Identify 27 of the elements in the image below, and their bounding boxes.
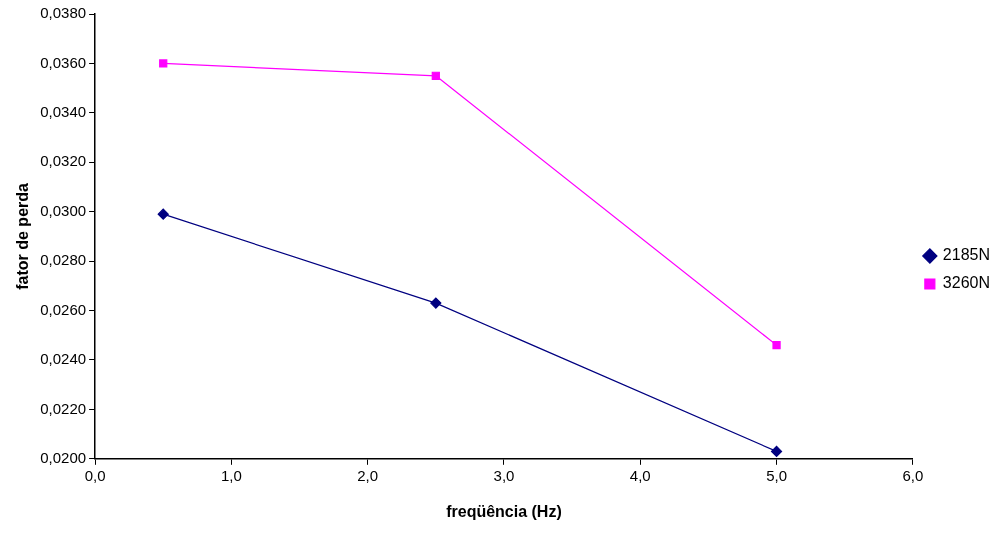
x-tick-label: 0,0 [84, 466, 106, 484]
y-tick-label: 0,0340 [40, 102, 87, 120]
y-tick-label: 0,0240 [40, 350, 87, 368]
y-tick-label: 0,0380 [40, 4, 87, 22]
point [430, 297, 442, 309]
point [770, 445, 783, 457]
y-tick-label: 0,0320 [40, 152, 87, 170]
y-tick-label: 0,0220 [40, 399, 87, 417]
point [159, 59, 168, 68]
x-tick-label: 5,0 [766, 466, 787, 484]
x-tick-label: 3,0 [493, 466, 515, 484]
point [772, 340, 781, 350]
y-tick-label: 0,0300 [40, 201, 87, 219]
x-tick-label: 4,0 [629, 466, 651, 484]
y-tick-label: 0,0200 [40, 448, 87, 466]
y-axis-title: fator de perda [14, 182, 32, 290]
x-tick-label: 2,0 [357, 466, 379, 484]
y-tick-label: 0,0280 [40, 251, 87, 269]
x-axis-title: freqüência (Hz) [446, 502, 562, 520]
y-tick-label: 0,0260 [40, 300, 87, 318]
x-tick-label: 1,0 [220, 466, 242, 484]
x-tick-label: 6,0 [902, 466, 924, 484]
point [431, 71, 440, 80]
legend-label: 3260N [942, 274, 991, 292]
point [157, 208, 169, 220]
legend-label: 2185N [942, 246, 991, 264]
y-tick-label: 0,0360 [40, 53, 87, 71]
